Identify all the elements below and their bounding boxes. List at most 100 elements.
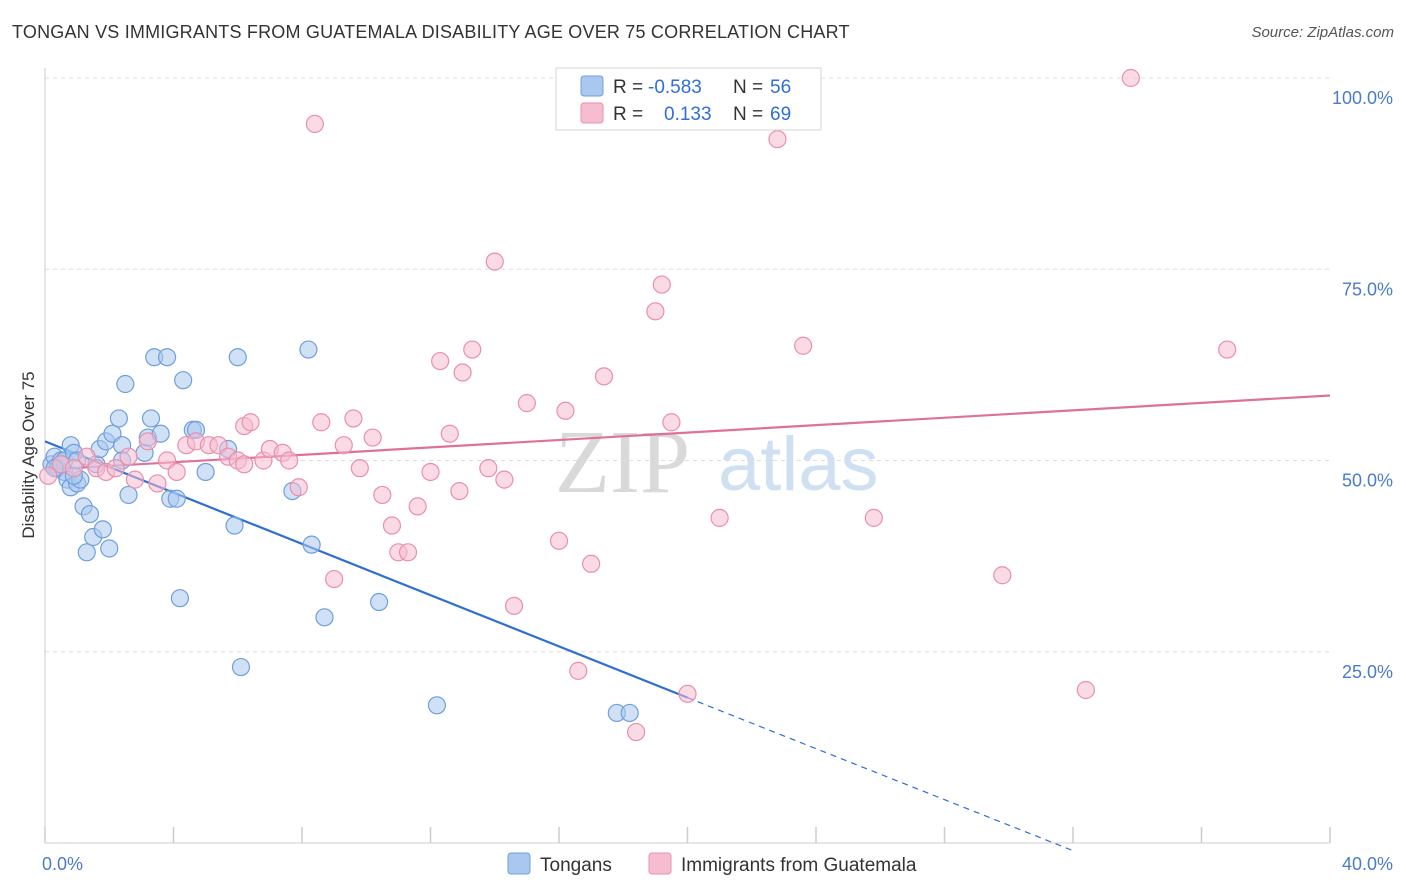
point-guatemala-39 [431,351,450,371]
point-guatemala-49 [549,531,569,550]
point-tongans-41 [228,348,247,367]
point-guatemala-26 [305,114,324,134]
point-guatemala-66 [1121,68,1140,88]
point-guatemala-24 [280,451,299,470]
point-tongans-31 [157,348,177,367]
point-guatemala-65 [1076,680,1095,700]
point-guatemala-37 [408,497,427,516]
legend-n-label-1: N = [733,77,763,98]
point-guatemala-64 [993,566,1012,585]
point-tongans-48 [427,696,447,715]
point-guatemala-42 [453,363,472,382]
point-guatemala-12 [167,462,186,482]
legend-r-value-1: -0.583 [648,77,702,98]
point-guatemala-68 [235,455,254,474]
correlation-legend: R = -0.583 N = 56 R = 0.133 N = 69 [555,67,822,131]
point-guatemala-51 [569,661,588,680]
point-tongans-25 [119,485,138,505]
point-guatemala-56 [652,275,671,294]
point-guatemala-28 [325,569,344,589]
point-guatemala-38 [421,462,440,482]
point-guatemala-44 [479,459,498,478]
watermark-atlas: atlas [718,422,879,507]
legend-r-value-2: 0.133 [664,104,712,125]
point-tongans-40 [225,516,244,535]
point-guatemala-33 [373,485,392,505]
y-tick-label-2: 75.0% [1342,279,1393,299]
point-tongans-44 [299,340,318,359]
point-guatemala-20 [241,413,260,432]
point-guatemala-50 [556,401,575,420]
y-tick-label-0: 25.0% [1342,662,1393,682]
point-guatemala-67 [1218,340,1237,359]
tick-labels: 25.0% 50.0% 75.0% 100.0% 0.0% 40.0% [42,88,1393,874]
point-guatemala-29 [334,436,353,455]
point-tongans-34 [170,589,190,608]
point-guatemala-46 [495,470,514,489]
point-guatemala-45 [485,252,504,271]
x-tick-label-0: 0.0% [42,854,83,874]
point-guatemala-8 [125,470,145,489]
point-guatemala-0 [39,466,58,485]
point-tongans-33 [167,489,186,508]
legend-n-value-2: 69 [770,104,791,125]
y-tick-label-3: 100.0% [1332,88,1393,108]
point-guatemala-2 [64,459,84,478]
point-guatemala-6 [106,459,125,478]
x-tick-label-1: 40.0% [1342,854,1393,874]
legend-swatch-tongans [580,75,604,97]
point-guatemala-57 [662,413,681,432]
point-guatemala-58 [678,684,697,703]
point-tongans-38 [196,462,215,482]
point-guatemala-9 [138,432,157,451]
legend-n-label-2: N = [733,104,763,125]
point-guatemala-31 [350,459,369,478]
series-legend-label-tongans: Tongans [540,855,612,876]
point-guatemala-34 [382,516,402,535]
point-tongans-28 [141,409,161,428]
point-guatemala-25 [289,478,308,497]
point-guatemala-48 [517,394,536,413]
point-tongans-20 [100,539,119,558]
point-guatemala-43 [463,340,482,359]
point-guatemala-27 [312,413,331,432]
point-guatemala-32 [363,428,382,447]
point-tongans-35 [174,371,193,390]
point-guatemala-41 [450,482,469,501]
legend-r-label-2: R = [613,104,643,125]
point-guatemala-55 [646,302,665,321]
point-tongans-47 [370,592,389,612]
point-guatemala-30 [344,409,363,428]
point-guatemala-53 [594,367,614,386]
trend-line-tongans-extension [687,697,1074,852]
data-points [39,68,1237,742]
point-tongans-13 [77,543,96,562]
chart-title: TONGAN VS IMMIGRANTS FROM GUATEMALA DISA… [12,22,850,42]
point-guatemala-36 [398,543,418,562]
point-tongans-45 [302,535,321,554]
series-legend: Tongans Immigrants from Guatemala [507,852,917,876]
watermark: ZIP atlas [555,413,879,512]
series-legend-swatch-tongans [507,852,531,875]
series-legend-swatch-guatemala [648,852,672,875]
legend-n-value-1: 56 [770,77,791,98]
y-axis-title: Disability Age Over 75 [19,371,38,538]
source-credit: Source: ZipAtlas.com [1251,24,1394,41]
legend-swatch-guatemala [580,102,604,124]
point-tongans-22 [109,409,128,428]
point-guatemala-10 [148,474,167,493]
legend-r-label-1: R = [613,77,643,98]
point-guatemala-52 [582,554,601,573]
point-guatemala-61 [768,130,787,149]
y-tick-label-1: 50.0% [1342,471,1393,491]
point-guatemala-62 [794,336,813,355]
point-tongans-24 [116,374,135,394]
point-tongans-42 [231,657,251,677]
series-legend-label-guatemala: Immigrants from Guatemala [681,855,917,876]
point-guatemala-59 [710,508,729,527]
point-tongans-50 [620,703,639,723]
axes [44,68,1331,844]
point-guatemala-54 [626,722,646,742]
point-guatemala-40 [440,424,459,443]
